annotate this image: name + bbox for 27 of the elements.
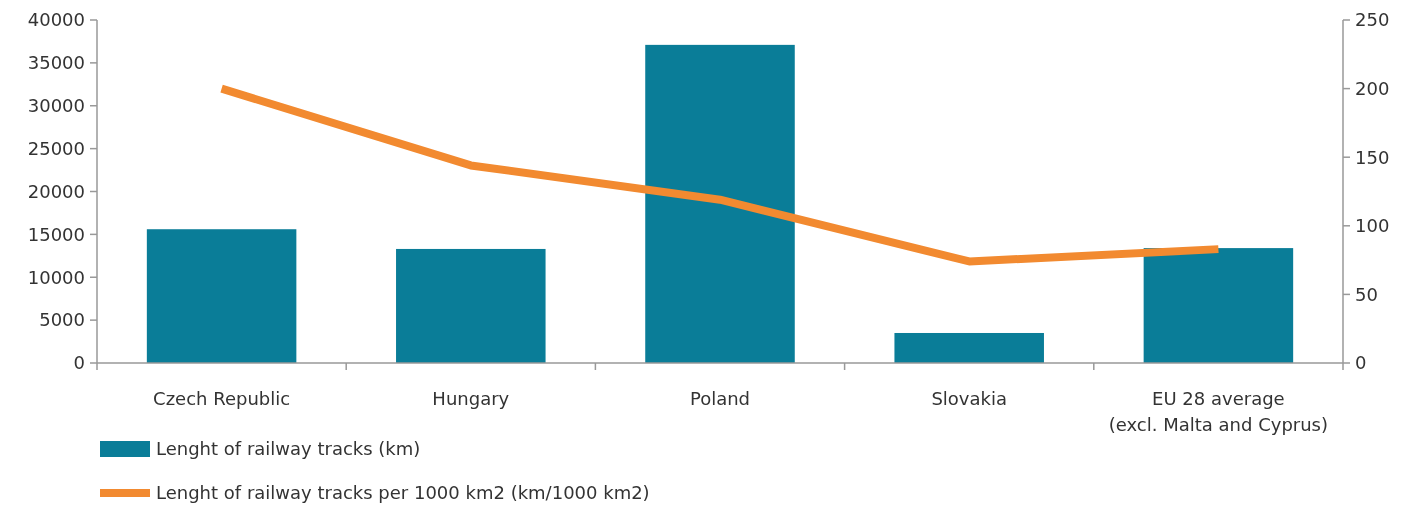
x-tick-label: Slovakia — [931, 388, 1007, 409]
y-tick-label: 10000 — [27, 266, 85, 288]
bar — [146, 229, 297, 363]
y2-tick-label: 50 — [1355, 283, 1378, 305]
bar — [645, 44, 795, 363]
y-tick-label: 0 — [73, 352, 85, 374]
y2-tick-label: 250 — [1355, 9, 1390, 31]
y2-tick-label: 0 — [1355, 352, 1367, 374]
y-tick-label: 5000 — [39, 309, 85, 331]
x-tick-label: Czech Republic — [153, 388, 291, 409]
bar — [396, 248, 546, 363]
y-tick-label: 40000 — [27, 9, 85, 31]
y2-tick-label: 150 — [1355, 146, 1390, 168]
legend-label: Lenght of railway tracks (km) — [156, 438, 421, 460]
bar — [1143, 248, 1294, 363]
y-tick-label: 25000 — [27, 137, 85, 159]
x-tick-label: Hungary — [432, 388, 510, 409]
y-tick-label: 30000 — [27, 95, 85, 117]
y-tick-label: 15000 — [27, 223, 85, 245]
y-tick-label: 35000 — [27, 52, 85, 74]
x-tick-label: Poland — [689, 388, 751, 409]
y-tick-label: 20000 — [27, 180, 85, 202]
bar — [894, 332, 1044, 363]
legend-label: Lenght of railway tracks per 1000 km2 (km/1000 km2) — [156, 482, 650, 504]
y2-tick-label: 200 — [1355, 77, 1390, 99]
x-tick-label: EU 28 average (excl. Malta and Cyprus) — [1108, 388, 1329, 435]
y2-tick-label: 100 — [1355, 215, 1390, 237]
